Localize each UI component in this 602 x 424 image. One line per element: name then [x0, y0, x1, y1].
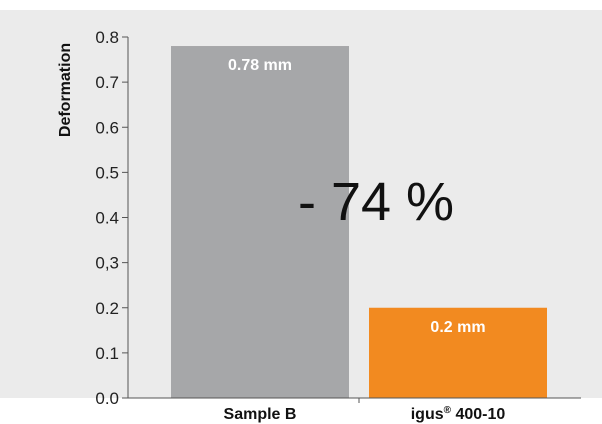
- y-axis-label: Deformation: [57, 43, 74, 137]
- y-tick-label: 0.4: [95, 209, 119, 228]
- data-labels: 0.78 mm 0.2 mm: [228, 57, 486, 336]
- bars: [171, 46, 547, 399]
- y-tick-label: 0.2: [95, 299, 119, 318]
- bar-1: [171, 46, 349, 399]
- category-label-2: igus® 400-10: [411, 405, 506, 423]
- y-tick-label: 0.5: [95, 163, 119, 182]
- data-label-1: 0.78 mm: [228, 57, 292, 74]
- category-label-1: Sample B: [224, 406, 297, 423]
- category-labels: Sample B igus® 400-10: [224, 405, 506, 423]
- data-label-2: 0.2 mm: [430, 319, 485, 336]
- y-tick-label: 0.8: [95, 28, 119, 47]
- bar-2: [369, 307, 547, 398]
- y-tick-label: 0.7: [95, 73, 119, 92]
- y-tick-labels: 0.0 0.1 0.2 0,3 0.4 0.5 0.6 0.7 0.8: [95, 28, 119, 408]
- y-tick-label: 0.6: [95, 118, 119, 137]
- y-tick-label: 0.1: [95, 344, 119, 363]
- y-axis: [122, 36, 581, 403]
- reduction-annotation: - 74 %: [298, 172, 454, 232]
- y-tick-label: 0.0: [95, 389, 119, 408]
- y-tick-label: 0,3: [95, 254, 119, 273]
